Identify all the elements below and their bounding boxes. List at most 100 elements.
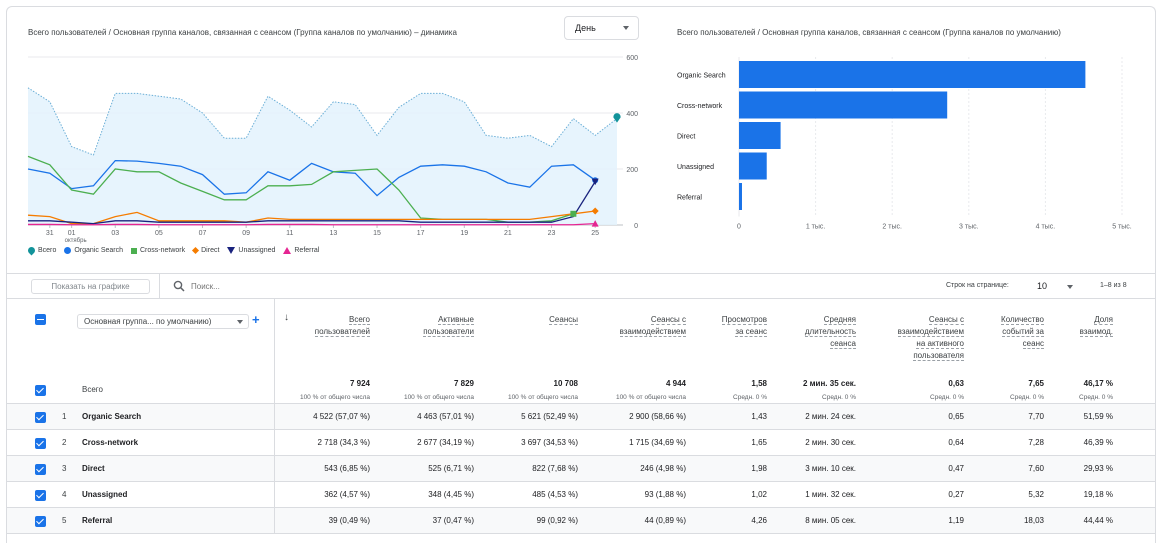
table-cell: 93 (1,88 %) bbox=[644, 490, 686, 499]
row-checkbox[interactable] bbox=[35, 438, 46, 449]
x-tick-label: 01 bbox=[68, 230, 76, 237]
legend-triangle-down-icon bbox=[227, 247, 236, 254]
row-channel-name: Direct bbox=[82, 464, 105, 473]
column-header-label: Сеансы с взаимодействием на активного по… bbox=[897, 315, 964, 361]
table-cell: 525 (6,71 %) bbox=[428, 464, 474, 473]
x-tick-label: 05 bbox=[155, 230, 163, 237]
data-table: Основная группа... по умолчанию) + ↓ Все… bbox=[7, 299, 1155, 534]
table-cell: 1,02 bbox=[751, 490, 767, 499]
granularity-select[interactable]: День bbox=[564, 16, 639, 40]
legend-item[interactable]: Referral bbox=[283, 247, 319, 254]
column-header[interactable]: Сеансы bbox=[493, 314, 578, 326]
table-cell: 18,03 bbox=[1023, 516, 1044, 525]
column-total-note: 100 % от общего числа bbox=[299, 394, 370, 401]
x-tick-label: 4 тыс. bbox=[1036, 224, 1056, 231]
y-tick-label: 200 bbox=[626, 167, 638, 174]
y-tick-label: 400 bbox=[626, 111, 638, 118]
bar-category-label: Referral bbox=[677, 195, 702, 202]
legend-label: Cross-network bbox=[140, 247, 186, 254]
column-total-note: Средн. 0 % bbox=[1079, 394, 1113, 401]
column-divider bbox=[274, 456, 275, 482]
table-cell: 2 900 (58,66 %) bbox=[629, 412, 686, 421]
row-index: 3 bbox=[62, 464, 67, 473]
row-channel-name: Referral bbox=[82, 516, 113, 525]
row-index: 2 bbox=[62, 438, 67, 447]
column-total-note: Средн. 0 % bbox=[822, 394, 856, 401]
column-header[interactable]: Средняя длительность сеанса bbox=[776, 314, 856, 350]
column-header[interactable]: Всего пользователей bbox=[285, 314, 370, 338]
column-total-note: 100 % от общего числа bbox=[403, 394, 474, 401]
column-divider bbox=[274, 299, 275, 404]
table-cell: 99 (0,92 %) bbox=[536, 516, 578, 525]
bar-category-label: Direct bbox=[677, 134, 695, 141]
x-tick-label: 5 тыс. bbox=[1112, 224, 1132, 231]
legend-item[interactable]: Unassigned bbox=[227, 247, 275, 254]
row-checkbox[interactable] bbox=[35, 490, 46, 501]
table-header: Основная группа... по умолчанию) + ↓ Все… bbox=[7, 299, 1155, 404]
legend-label: Direct bbox=[201, 247, 220, 254]
chevron-down-icon bbox=[237, 320, 243, 324]
legend-label: Organic Search bbox=[74, 247, 123, 254]
legend-triangle-up-icon bbox=[283, 247, 292, 254]
legend-item[interactable]: Direct bbox=[192, 246, 220, 255]
line-chart-legend: Всего Organic Search Cross-network Direct Un… bbox=[26, 245, 319, 256]
series-line bbox=[28, 181, 596, 225]
legend-item[interactable]: Всего bbox=[26, 245, 56, 256]
x-tick-label: 07 bbox=[199, 230, 207, 237]
row-checkbox[interactable] bbox=[35, 412, 46, 423]
x-tick-label: 03 bbox=[111, 230, 119, 237]
table-row[interactable]: 3 Direct 543 (6,85 %) 525 (6,71 %) 822 (7,68… bbox=[7, 456, 1155, 482]
pagination-range: 1–8 из 8 bbox=[1100, 282, 1127, 289]
column-header[interactable]: Просмотров за сеанс bbox=[692, 314, 767, 338]
column-header[interactable]: Количество событий за сеанс bbox=[969, 314, 1044, 350]
table-row[interactable]: 1 Organic Search 4 522 (57,07 %) 4 463 (57,… bbox=[7, 404, 1155, 430]
total-row-checkbox[interactable] bbox=[35, 385, 46, 396]
plot-rows-button[interactable]: Показать на графике bbox=[31, 279, 150, 294]
search-icon bbox=[173, 280, 185, 292]
table-toolbar: Показать на графике Строк на странице: 1… bbox=[7, 273, 1155, 299]
column-header[interactable]: Сеансы с взаимодействием на активного по… bbox=[864, 314, 964, 362]
table-row[interactable]: 2 Cross-network 2 718 (34,3 %) 2 677 (34,19… bbox=[7, 430, 1155, 456]
row-channel-name: Unassigned bbox=[82, 490, 128, 499]
column-divider bbox=[274, 404, 275, 430]
table-cell: 37 (0,47 %) bbox=[432, 516, 474, 525]
table-cell: 7,70 bbox=[1028, 412, 1044, 421]
add-dimension-button[interactable]: + bbox=[252, 312, 260, 327]
table-cell: 3 мин. 10 сек. bbox=[805, 464, 856, 473]
x-tick-label: 25 bbox=[591, 230, 599, 237]
series-end-marker bbox=[591, 178, 599, 186]
legend-diamond-icon bbox=[192, 246, 200, 255]
table-cell: 4 522 (57,07 %) bbox=[313, 412, 370, 421]
column-header[interactable]: Активные пользователи bbox=[389, 314, 474, 338]
bar-category-label: Organic Search bbox=[677, 73, 726, 80]
table-cell: 3 697 (34,53 %) bbox=[521, 438, 578, 447]
y-tick-label: 0 bbox=[634, 223, 638, 230]
dimension-select-label: Основная группа... по умолчанию) bbox=[84, 317, 212, 326]
search-input[interactable] bbox=[191, 279, 311, 293]
x-tick-label: 2 тыс. bbox=[882, 224, 902, 231]
table-cell: 4 463 (57,01 %) bbox=[417, 412, 474, 421]
x-tick-label: 1 тыс. bbox=[806, 224, 826, 231]
table-row[interactable]: 4 Unassigned 362 (4,57 %) 348 (4,45 %) 485 (… bbox=[7, 482, 1155, 508]
chevron-down-icon[interactable] bbox=[1067, 285, 1073, 289]
dimension-select[interactable]: Основная группа... по умолчанию) bbox=[77, 314, 249, 329]
row-checkbox[interactable] bbox=[35, 516, 46, 527]
row-index: 5 bbox=[62, 516, 67, 525]
rows-per-page-select[interactable]: 10 bbox=[1037, 281, 1048, 291]
row-checkbox[interactable] bbox=[35, 464, 46, 475]
table-cell: 46,39 % bbox=[1083, 438, 1113, 447]
sort-arrow-icon[interactable]: ↓ bbox=[284, 312, 289, 323]
table-cell: 1 мин. 32 сек. bbox=[805, 490, 856, 499]
select-all-checkbox[interactable] bbox=[35, 314, 46, 325]
column-header[interactable]: Сеансы с взаимодействием bbox=[586, 314, 686, 338]
column-divider bbox=[274, 508, 275, 534]
legend-item[interactable]: Cross-network bbox=[131, 247, 185, 254]
legend-item[interactable]: Organic Search bbox=[64, 247, 123, 254]
table-cell: 5,32 bbox=[1028, 490, 1044, 499]
table-row[interactable]: 5 Referral 39 (0,49 %) 37 (0,47 %) 99 (0,92 … bbox=[7, 508, 1155, 534]
bar-category-label: Unassigned bbox=[677, 164, 714, 171]
toolbar-divider bbox=[159, 274, 160, 299]
column-header[interactable]: Доля взаимод. bbox=[1053, 314, 1113, 338]
table-cell: 362 (4,57 %) bbox=[324, 490, 370, 499]
rows-per-page-label: Строк на странице: bbox=[946, 282, 1009, 289]
